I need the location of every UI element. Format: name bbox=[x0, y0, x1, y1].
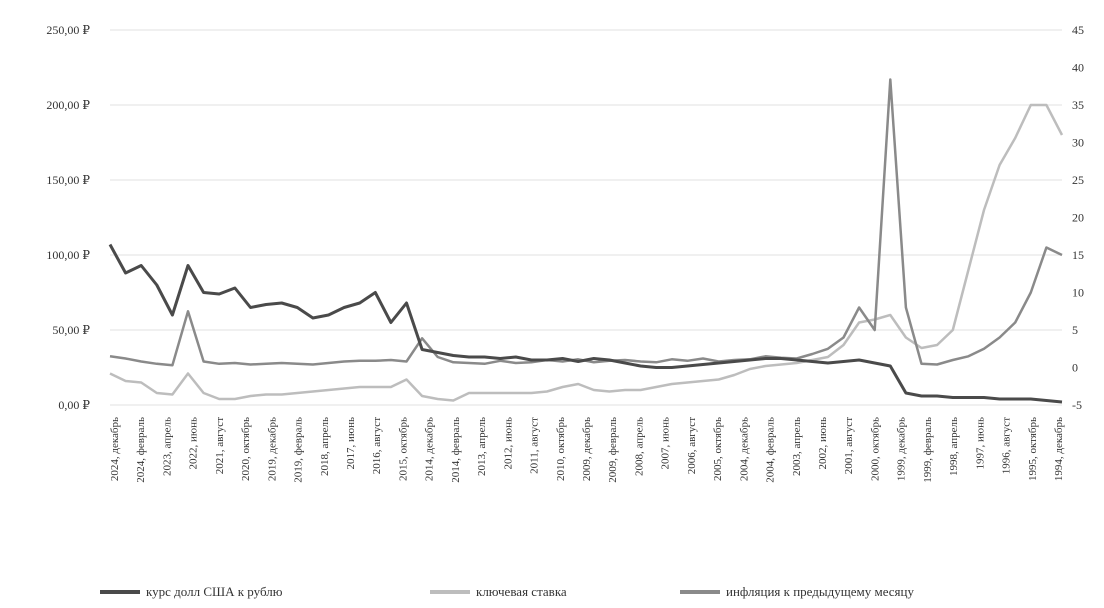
left-tick-label: 150,00 ₽ bbox=[46, 173, 90, 187]
left-tick-label: 250,00 ₽ bbox=[46, 23, 90, 37]
right-tick-label: 35 bbox=[1072, 98, 1084, 112]
x-tick-label: 2002, июнь bbox=[817, 417, 829, 470]
x-tick-label: 2007, июнь bbox=[660, 417, 672, 470]
right-tick-label: 20 bbox=[1072, 211, 1084, 225]
x-tick-label: 2003, апрель bbox=[791, 417, 803, 476]
right-tick-label: 15 bbox=[1072, 248, 1084, 262]
x-tick-label: 2019, февраль bbox=[293, 417, 305, 483]
right-tick-label: 0 bbox=[1072, 361, 1078, 375]
x-tick-label: 2013, апрель bbox=[476, 417, 488, 476]
x-tick-label: 2019, декабрь bbox=[266, 417, 278, 481]
left-axis-ticks: 250,00 ₽ 200,00 ₽ 150,00 ₽ 100,00 ₽ 50,00 ₽ 0… bbox=[46, 23, 90, 412]
x-tick-label: 2010, октябрь bbox=[555, 417, 567, 481]
x-tick-label: 2005, октябрь bbox=[712, 417, 724, 481]
x-tick-label: 2011, август bbox=[529, 417, 541, 474]
legend-label-key-rate: ключевая ставка bbox=[476, 584, 567, 599]
right-tick-label: 40 bbox=[1072, 61, 1084, 75]
x-tick-label: 1997, июнь bbox=[974, 417, 986, 470]
legend-label-usd-rate: курс долл США к рублю bbox=[146, 584, 283, 599]
x-tick-label: 2006, август bbox=[686, 417, 698, 474]
x-tick-label: 2022, июнь bbox=[188, 417, 200, 470]
legend-swatch-usd-rate bbox=[100, 590, 140, 594]
legend-label-inflation: инфляция к предыдущему месяцу bbox=[726, 584, 914, 599]
x-tick-label: 2009, февраль bbox=[607, 417, 619, 483]
chart-canvas: 250,00 ₽200,00 ₽150,00 ₽100,00 ₽50,00 ₽0… bbox=[46, 23, 1084, 483]
x-tick-label: 1999, февраль bbox=[922, 417, 934, 483]
x-tick-label: 1995, октябрь bbox=[1027, 417, 1039, 481]
series-line-1 bbox=[109, 103, 1064, 402]
x-tick-label: 1999, декабрь bbox=[896, 417, 908, 481]
grid-lines bbox=[110, 29, 1062, 406]
right-tick-label: 30 bbox=[1072, 136, 1084, 150]
series-line-2 bbox=[109, 78, 1063, 367]
x-tick-label: 2012, июнь bbox=[502, 417, 514, 470]
legend-swatch-inflation bbox=[680, 590, 720, 594]
right-tick-label: 5 bbox=[1072, 323, 1078, 337]
legend-item-key-rate: ключевая ставка bbox=[430, 584, 567, 600]
right-axis-ticks: 45 40 35 30 25 20 15 10 5 0 -5 bbox=[1072, 23, 1084, 412]
x-tick-label: 2023, апрель bbox=[161, 417, 173, 476]
x-tick-label: 2017, июнь bbox=[345, 417, 357, 470]
x-tick-label: 2021, август bbox=[214, 417, 226, 474]
x-tick-label: 2008, апрель bbox=[633, 417, 645, 476]
right-tick-label: 45 bbox=[1072, 23, 1084, 37]
x-tick-label: 2015, октябрь bbox=[397, 417, 409, 481]
left-tick-label: 50,00 ₽ bbox=[52, 323, 90, 337]
legend-item-usd-rate: курс долл США к рублю bbox=[100, 584, 282, 600]
x-tick-label: 2024, декабрь bbox=[109, 417, 121, 481]
left-tick-label: 100,00 ₽ bbox=[46, 248, 90, 262]
series-lines bbox=[108, 78, 1064, 404]
x-tick-label: 2001, август bbox=[843, 417, 855, 474]
x-tick-label: 2004, декабрь bbox=[738, 417, 750, 481]
series-line-0 bbox=[108, 243, 1063, 404]
legend-swatch-key-rate bbox=[430, 590, 470, 594]
x-tick-label: 2000, октябрь bbox=[869, 417, 881, 481]
x-axis-ticks: 2024, декабрь 2024, февраль 2023, апрель 20… bbox=[109, 417, 1065, 483]
x-tick-label: 2009, декабрь bbox=[581, 417, 593, 481]
x-tick-label: 2024, февраль bbox=[135, 417, 147, 483]
x-tick-label: 2014, декабрь bbox=[424, 417, 436, 481]
left-tick-label: 0,00 ₽ bbox=[58, 398, 90, 412]
right-tick-label: -5 bbox=[1072, 398, 1082, 412]
x-tick-label: 2016, август bbox=[371, 417, 383, 474]
x-tick-label: 1994, декабрь bbox=[1053, 417, 1065, 481]
x-tick-label: 1998, апрель bbox=[948, 417, 960, 476]
legend-item-inflation: инфляция к предыдущему месяцу bbox=[680, 584, 914, 600]
x-tick-label: 2014, февраль bbox=[450, 417, 462, 483]
x-tick-label: 2020, октябрь bbox=[240, 417, 252, 481]
legend: курс долл США к рублю ключевая ставка ин… bbox=[0, 580, 1104, 608]
right-tick-label: 10 bbox=[1072, 286, 1084, 300]
x-tick-label: 1996, август bbox=[1001, 417, 1013, 474]
x-tick-label: 2018, апрель bbox=[319, 417, 331, 476]
x-tick-label: 2004, февраль bbox=[765, 417, 777, 483]
right-tick-label: 25 bbox=[1072, 173, 1084, 187]
left-tick-label: 200,00 ₽ bbox=[46, 98, 90, 112]
